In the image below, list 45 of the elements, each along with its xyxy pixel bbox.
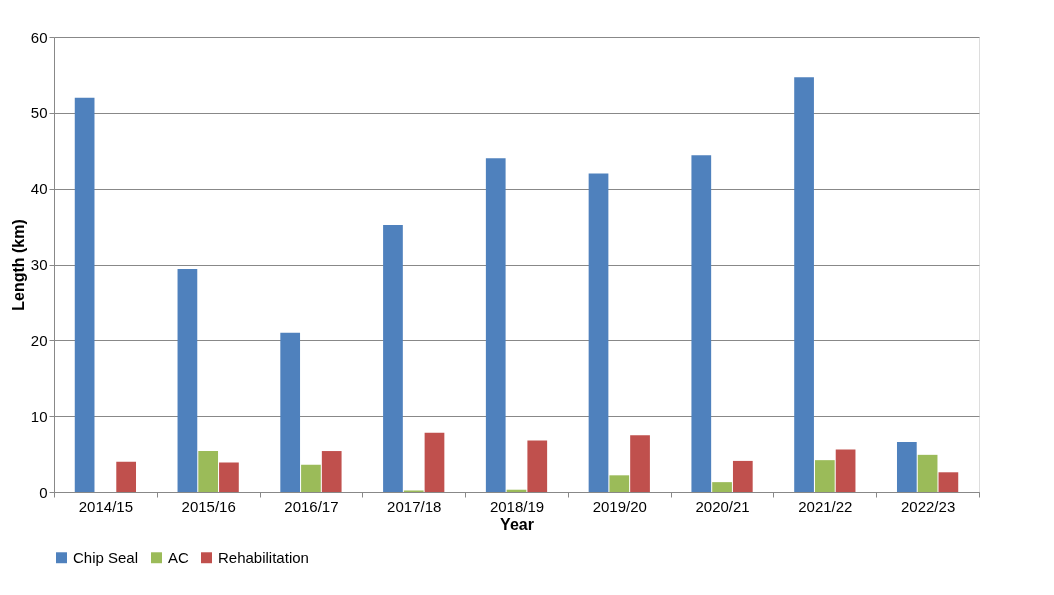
x-axis-title: Year [500,515,534,533]
bar [732,460,753,492]
bar [917,454,938,492]
bar [588,173,609,492]
y-tick-label: 50 [30,104,48,122]
y-tick-label: 30 [30,256,48,273]
y-tick-label: 20 [30,331,48,349]
bar [74,97,95,492]
bar [794,77,814,492]
bar [219,462,239,492]
bar [301,464,321,492]
y-tick-label: 0 [39,483,48,501]
bar [896,441,917,492]
y-tick-label: 10 [30,407,48,425]
x-tick-label: 2017/18 [387,497,442,515]
bar [835,449,856,492]
x-tick-label: 2018/19 [489,497,545,515]
bar [424,432,445,492]
legend-label: Chip Seal [73,548,139,566]
y-tick-label: 60 [30,28,48,46]
bar [691,155,712,492]
bar [321,451,342,492]
x-tick-label: 2021/22 [798,497,853,515]
bar [116,461,137,492]
bar [630,435,650,492]
x-tick-label: 2014/15 [78,497,134,515]
bar [280,332,301,492]
bar [609,475,630,492]
y-tick-label: 40 [30,180,48,198]
y-axis-title: Length (km) [9,219,27,311]
bar [485,158,506,492]
legend-label: Rehabilitation [218,548,309,566]
bar [938,472,959,492]
x-tick-label: 2015/16 [181,497,236,515]
x-tick-label: 2022/23 [900,497,956,515]
legend-label: AC [168,548,189,566]
bar [814,460,835,492]
bar [177,269,198,492]
x-tick-label: 2019/20 [592,497,647,515]
bar [198,451,219,492]
bar [383,225,403,492]
bar [712,482,732,492]
x-tick-label: 2016/17 [284,497,339,515]
bar [527,440,548,492]
x-tick-label: 2020/21 [695,497,750,515]
